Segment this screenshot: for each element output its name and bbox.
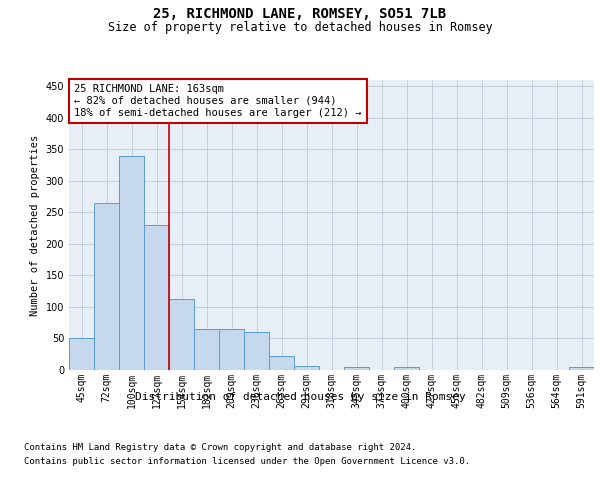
Text: Contains HM Land Registry data © Crown copyright and database right 2024.: Contains HM Land Registry data © Crown c… (24, 442, 416, 452)
Text: Contains public sector information licensed under the Open Government Licence v3: Contains public sector information licen… (24, 458, 470, 466)
Text: 25, RICHMOND LANE, ROMSEY, SO51 7LB: 25, RICHMOND LANE, ROMSEY, SO51 7LB (154, 8, 446, 22)
Bar (344, 368, 369, 370)
Text: 25 RICHMOND LANE: 163sqm
← 82% of detached houses are smaller (944)
18% of semi-: 25 RICHMOND LANE: 163sqm ← 82% of detach… (74, 84, 362, 117)
Bar (119, 156, 144, 370)
Bar (94, 203, 119, 370)
Bar (144, 225, 169, 370)
Bar (169, 300, 194, 370)
Bar (244, 332, 269, 370)
Bar (269, 356, 294, 370)
Bar (194, 329, 219, 370)
Text: Size of property relative to detached houses in Romsey: Size of property relative to detached ho… (107, 21, 493, 34)
Text: Distribution of detached houses by size in Romsey: Distribution of detached houses by size … (134, 392, 466, 402)
Bar (569, 368, 594, 370)
Bar (69, 338, 94, 370)
Bar (219, 329, 244, 370)
Bar (294, 366, 319, 370)
Y-axis label: Number of detached properties: Number of detached properties (30, 134, 40, 316)
Bar (394, 368, 419, 370)
